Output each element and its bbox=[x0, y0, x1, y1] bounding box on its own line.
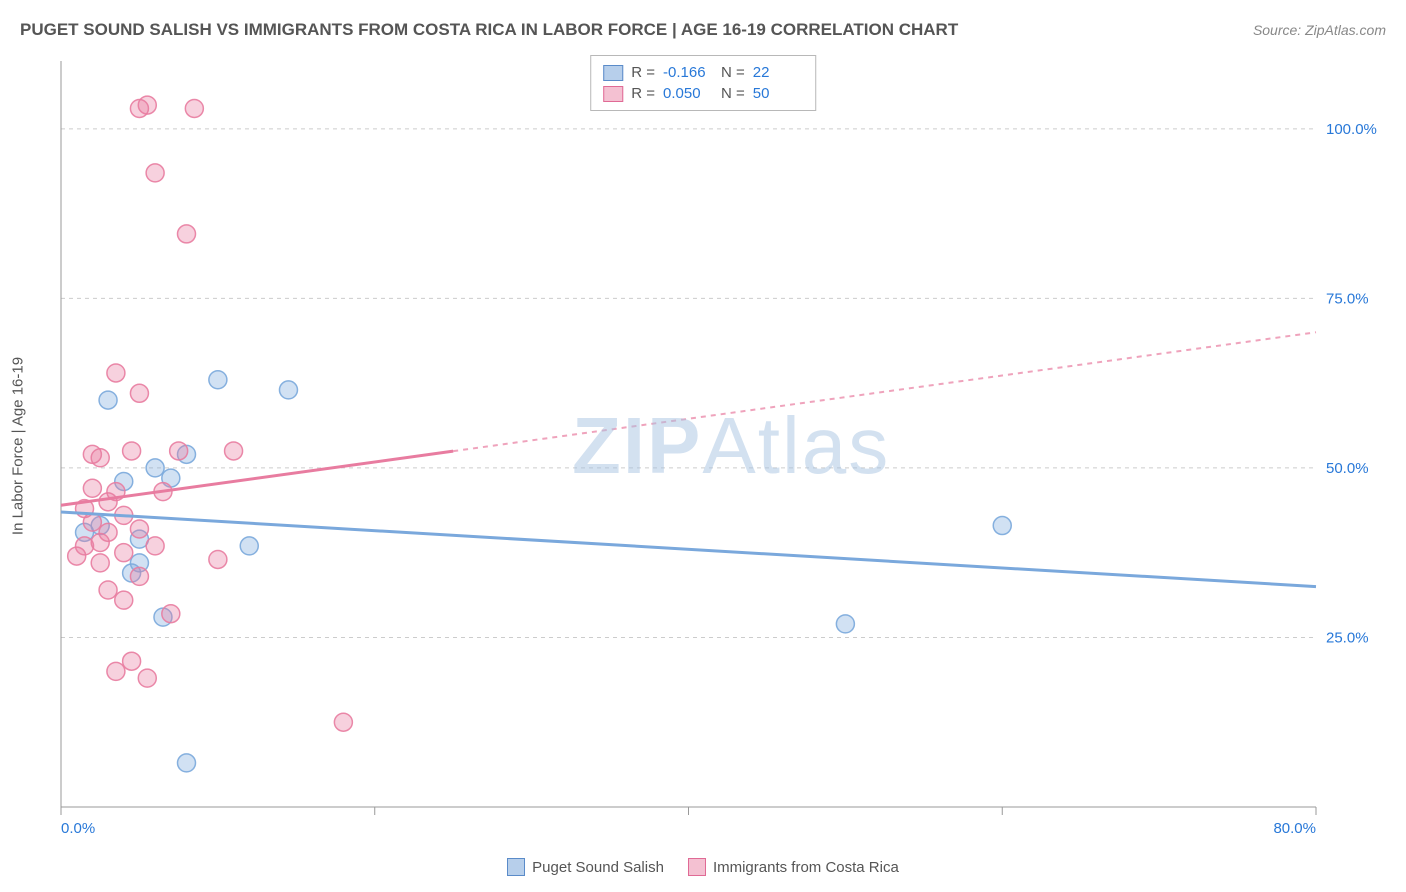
correlation-legend-box: R = -0.166 N = 22 R = 0.050 N = 50 bbox=[590, 55, 816, 111]
svg-text:75.0%: 75.0% bbox=[1326, 290, 1369, 307]
svg-text:80.0%: 80.0% bbox=[1273, 820, 1316, 837]
chart-title: PUGET SOUND SALISH VS IMMIGRANTS FROM CO… bbox=[20, 20, 958, 40]
svg-text:25.0%: 25.0% bbox=[1326, 629, 1369, 646]
legend-item: Puget Sound Salish bbox=[507, 858, 664, 876]
series-legend: Puget Sound Salish Immigrants from Costa … bbox=[0, 858, 1406, 880]
chart-area: 25.0% 50.0% 75.0% 100.0% 0.0% 80.0% bbox=[55, 55, 1386, 837]
legend-box-row: R = 0.050 N = 50 bbox=[603, 83, 803, 104]
svg-text:50.0%: 50.0% bbox=[1326, 460, 1369, 477]
y-axis-label: In Labor Force | Age 16-19 bbox=[10, 357, 27, 535]
source-label: Source: ZipAtlas.com bbox=[1253, 22, 1386, 38]
legend-item: Immigrants from Costa Rica bbox=[688, 858, 899, 876]
legend-box-row: R = -0.166 N = 22 bbox=[603, 62, 803, 83]
svg-text:0.0%: 0.0% bbox=[61, 820, 95, 837]
scatter-plot: 25.0% 50.0% 75.0% 100.0% 0.0% 80.0% bbox=[55, 55, 1386, 837]
svg-text:100.0%: 100.0% bbox=[1326, 121, 1377, 138]
